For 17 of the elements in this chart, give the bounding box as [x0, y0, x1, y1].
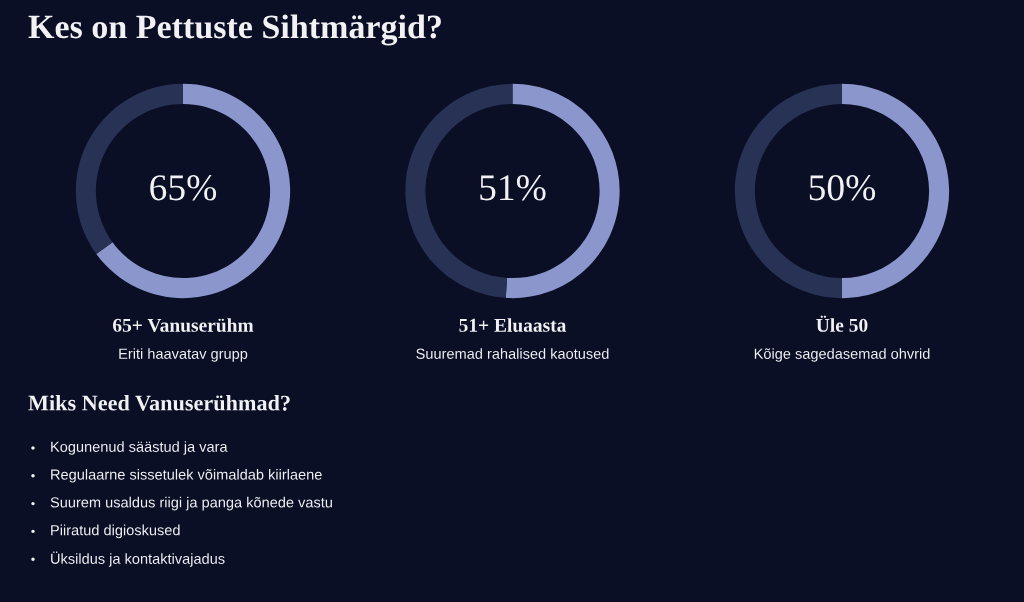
- text: Suurem usaldus riigi ja panga kõnede vastu: [50, 496, 332, 511]
- text: Suuremad rahalised kaotused: [416, 348, 609, 359]
- text: Piiratud digioskused: [51, 524, 180, 539]
- text: Regulaarne sissetulek võimaldab kiirlaene: [51, 469, 322, 483]
- text: Kes on Pettuste Sihtmärgid?: [28, 14, 441, 46]
- data-label: 65%: [150, 175, 217, 201]
- data-label: 50%: [809, 175, 876, 201]
- text: 65+ Vanuserühm: [113, 318, 254, 332]
- text: 51+ Eluaasta: [459, 318, 567, 332]
- text: Üksildus ja kontaktivajadus: [51, 551, 225, 567]
- text: Miks Need Vanuserühmad?: [28, 394, 290, 411]
- donut-slice: [96, 83, 291, 299]
- text: Üle 50: [816, 315, 868, 332]
- data-label: 51%: [480, 175, 546, 201]
- text: Eriti haavatav grupp: [119, 348, 248, 362]
- text: Kogunenud säästud ja vara: [51, 441, 228, 455]
- text: Kõige sagedasemad ohvrid: [754, 348, 930, 362]
